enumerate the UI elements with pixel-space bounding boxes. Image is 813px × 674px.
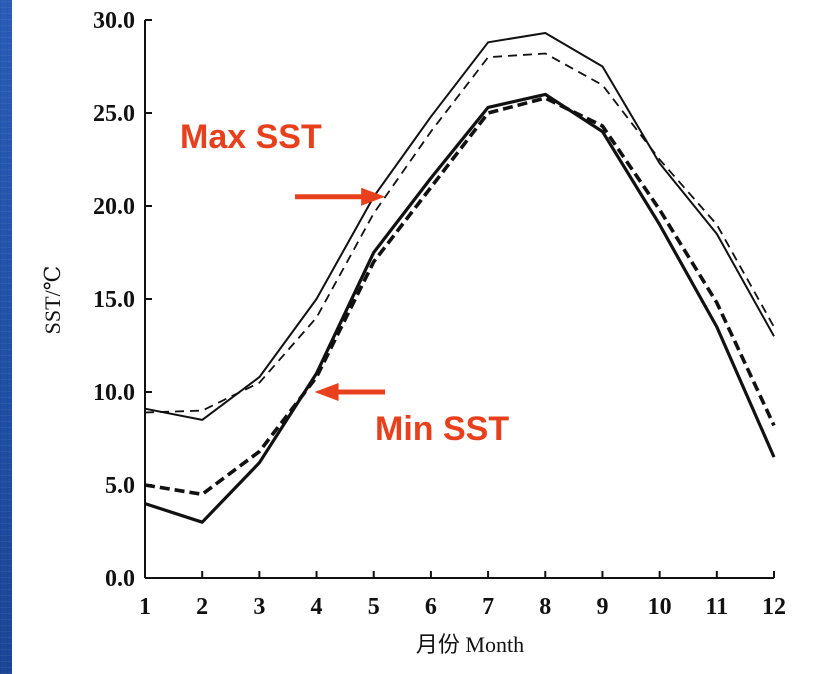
y-axis-label: SST/℃	[40, 266, 65, 335]
x-tick-label: 11	[705, 594, 728, 620]
x-tick-label: 8	[539, 594, 551, 620]
y-tick-label: 5.0	[105, 473, 135, 499]
series-line-2	[144, 52, 775, 414]
x-tick-label: 6	[425, 594, 437, 620]
x-tick-label: 2	[196, 594, 208, 620]
x-tick-label: 9	[596, 594, 608, 620]
x-tick-label: 1	[139, 594, 151, 620]
min-sst-arrow-head	[314, 383, 339, 401]
x-axis-label: 月份 Month	[416, 632, 524, 657]
y-tick-label: 10.0	[93, 380, 135, 406]
x-tick-label: 5	[368, 594, 380, 620]
series-line-4	[144, 96, 776, 497]
y-tick-label: 0.0	[105, 566, 135, 592]
x-tick-label: 7	[482, 594, 494, 620]
axes: 0.05.010.015.020.025.030.01 2 3 4 5 6 7 8 9 10 11 1…	[93, 8, 786, 620]
max-sst-arrow-head	[361, 187, 386, 206]
y-tick-label: 25.0	[93, 101, 135, 127]
max-sst-label: Max SST	[180, 118, 322, 156]
x-tick-label: 12	[762, 594, 786, 620]
annotations: Max SST Min SST	[180, 118, 509, 448]
series-group	[144, 32, 776, 524]
y-tick-label: 15.0	[93, 287, 135, 313]
y-tick-label: 30.0	[93, 8, 135, 34]
x-tick-label: 3	[253, 594, 265, 620]
x-tick-label: 4	[311, 594, 323, 620]
series-line-1	[144, 32, 775, 421]
y-tick-label: 20.0	[93, 194, 135, 220]
series-line-3	[144, 92, 776, 524]
min-sst-label: Min SST	[375, 410, 509, 448]
x-tick-label: 10	[648, 594, 672, 620]
